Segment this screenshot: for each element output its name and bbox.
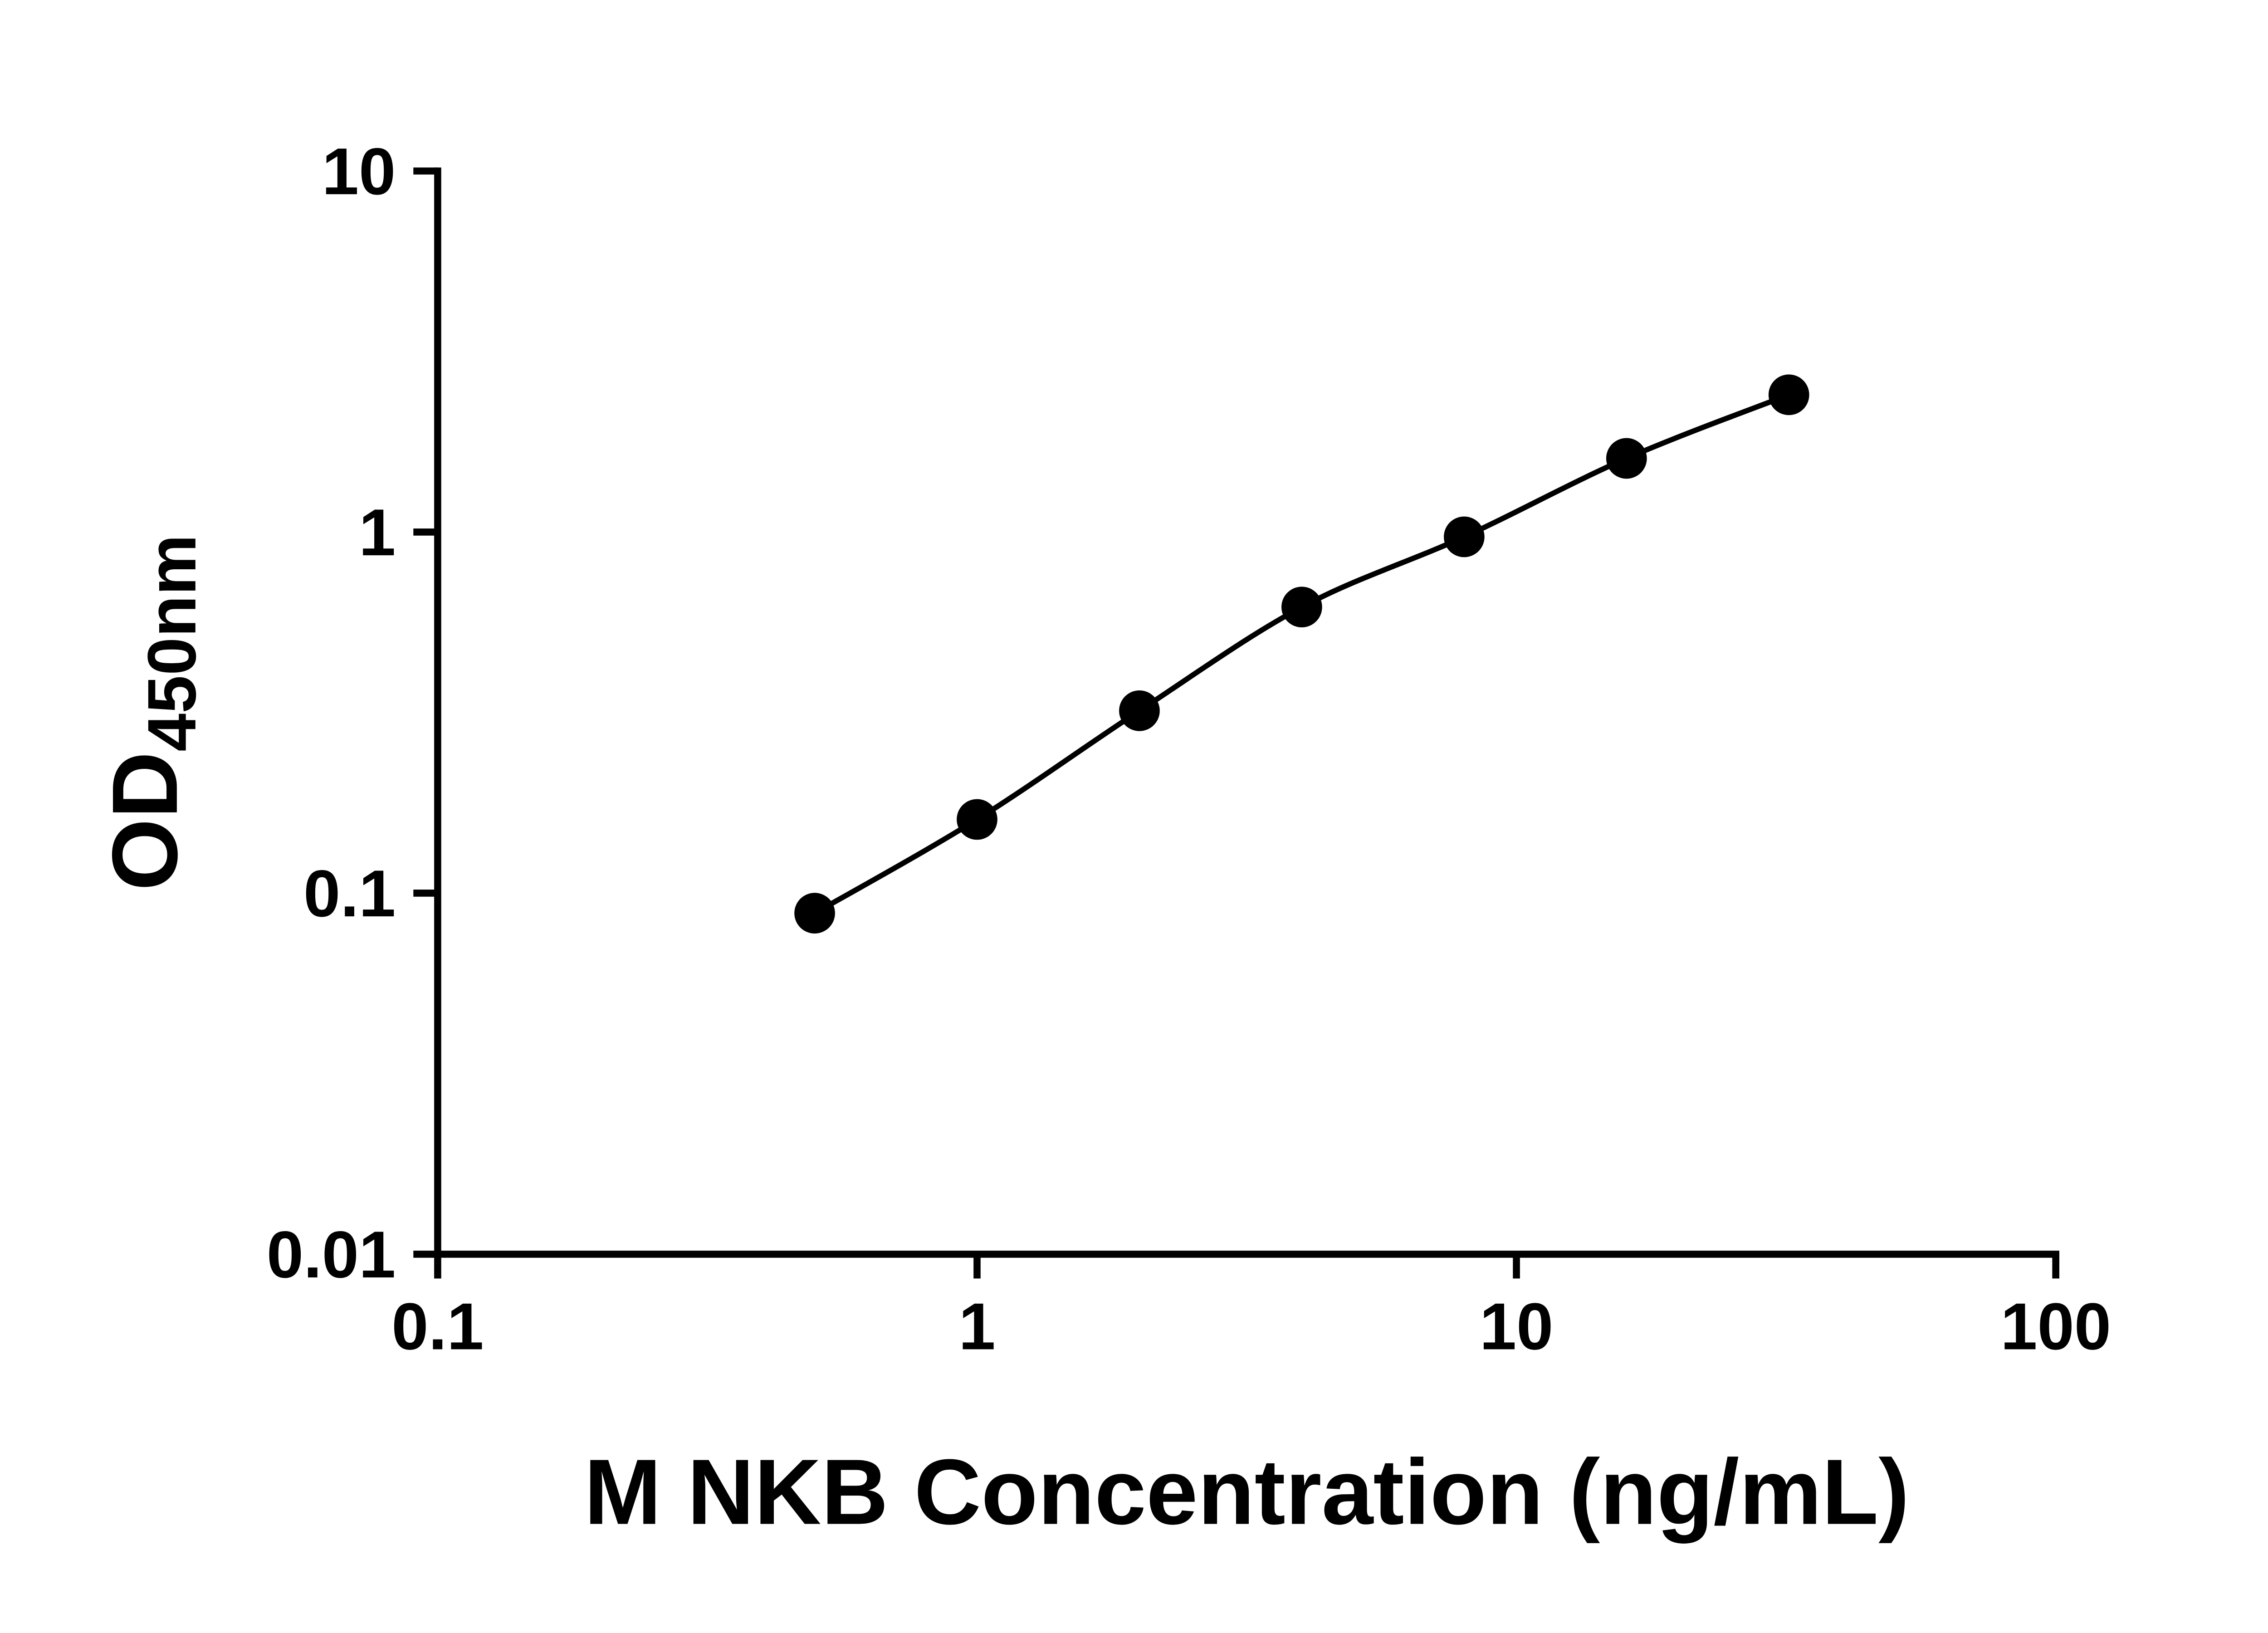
data-point-marker (794, 893, 835, 934)
standard-curve-line (813, 392, 1790, 916)
data-point-marker (1606, 438, 1647, 479)
axis-frame (434, 167, 2059, 1258)
y-axis-title-subscript: 450nm (134, 534, 210, 752)
data-point-marker (1444, 516, 1485, 557)
data-point-marker (1768, 374, 1809, 416)
data-point-marker (1119, 690, 1160, 731)
y-axis-title-base: OD (93, 752, 197, 891)
data-point-marker (957, 799, 997, 840)
y-axis-title: OD450nm (93, 534, 210, 891)
y-tick-label: 1 (359, 495, 396, 569)
x-axis-title: M NKB Concentration (ng/mL) (584, 1440, 1910, 1544)
y-tick-label: 0.1 (303, 856, 396, 930)
y-tick-label: 10 (322, 134, 396, 208)
x-tick-label: 1 (958, 1289, 995, 1363)
data-point-marker (1281, 587, 1322, 628)
x-tick-label: 10 (1480, 1289, 1554, 1363)
x-tick-label: 100 (2000, 1289, 2111, 1363)
y-tick-label: 0.01 (267, 1217, 396, 1291)
x-tick-label: 0.1 (391, 1289, 484, 1363)
